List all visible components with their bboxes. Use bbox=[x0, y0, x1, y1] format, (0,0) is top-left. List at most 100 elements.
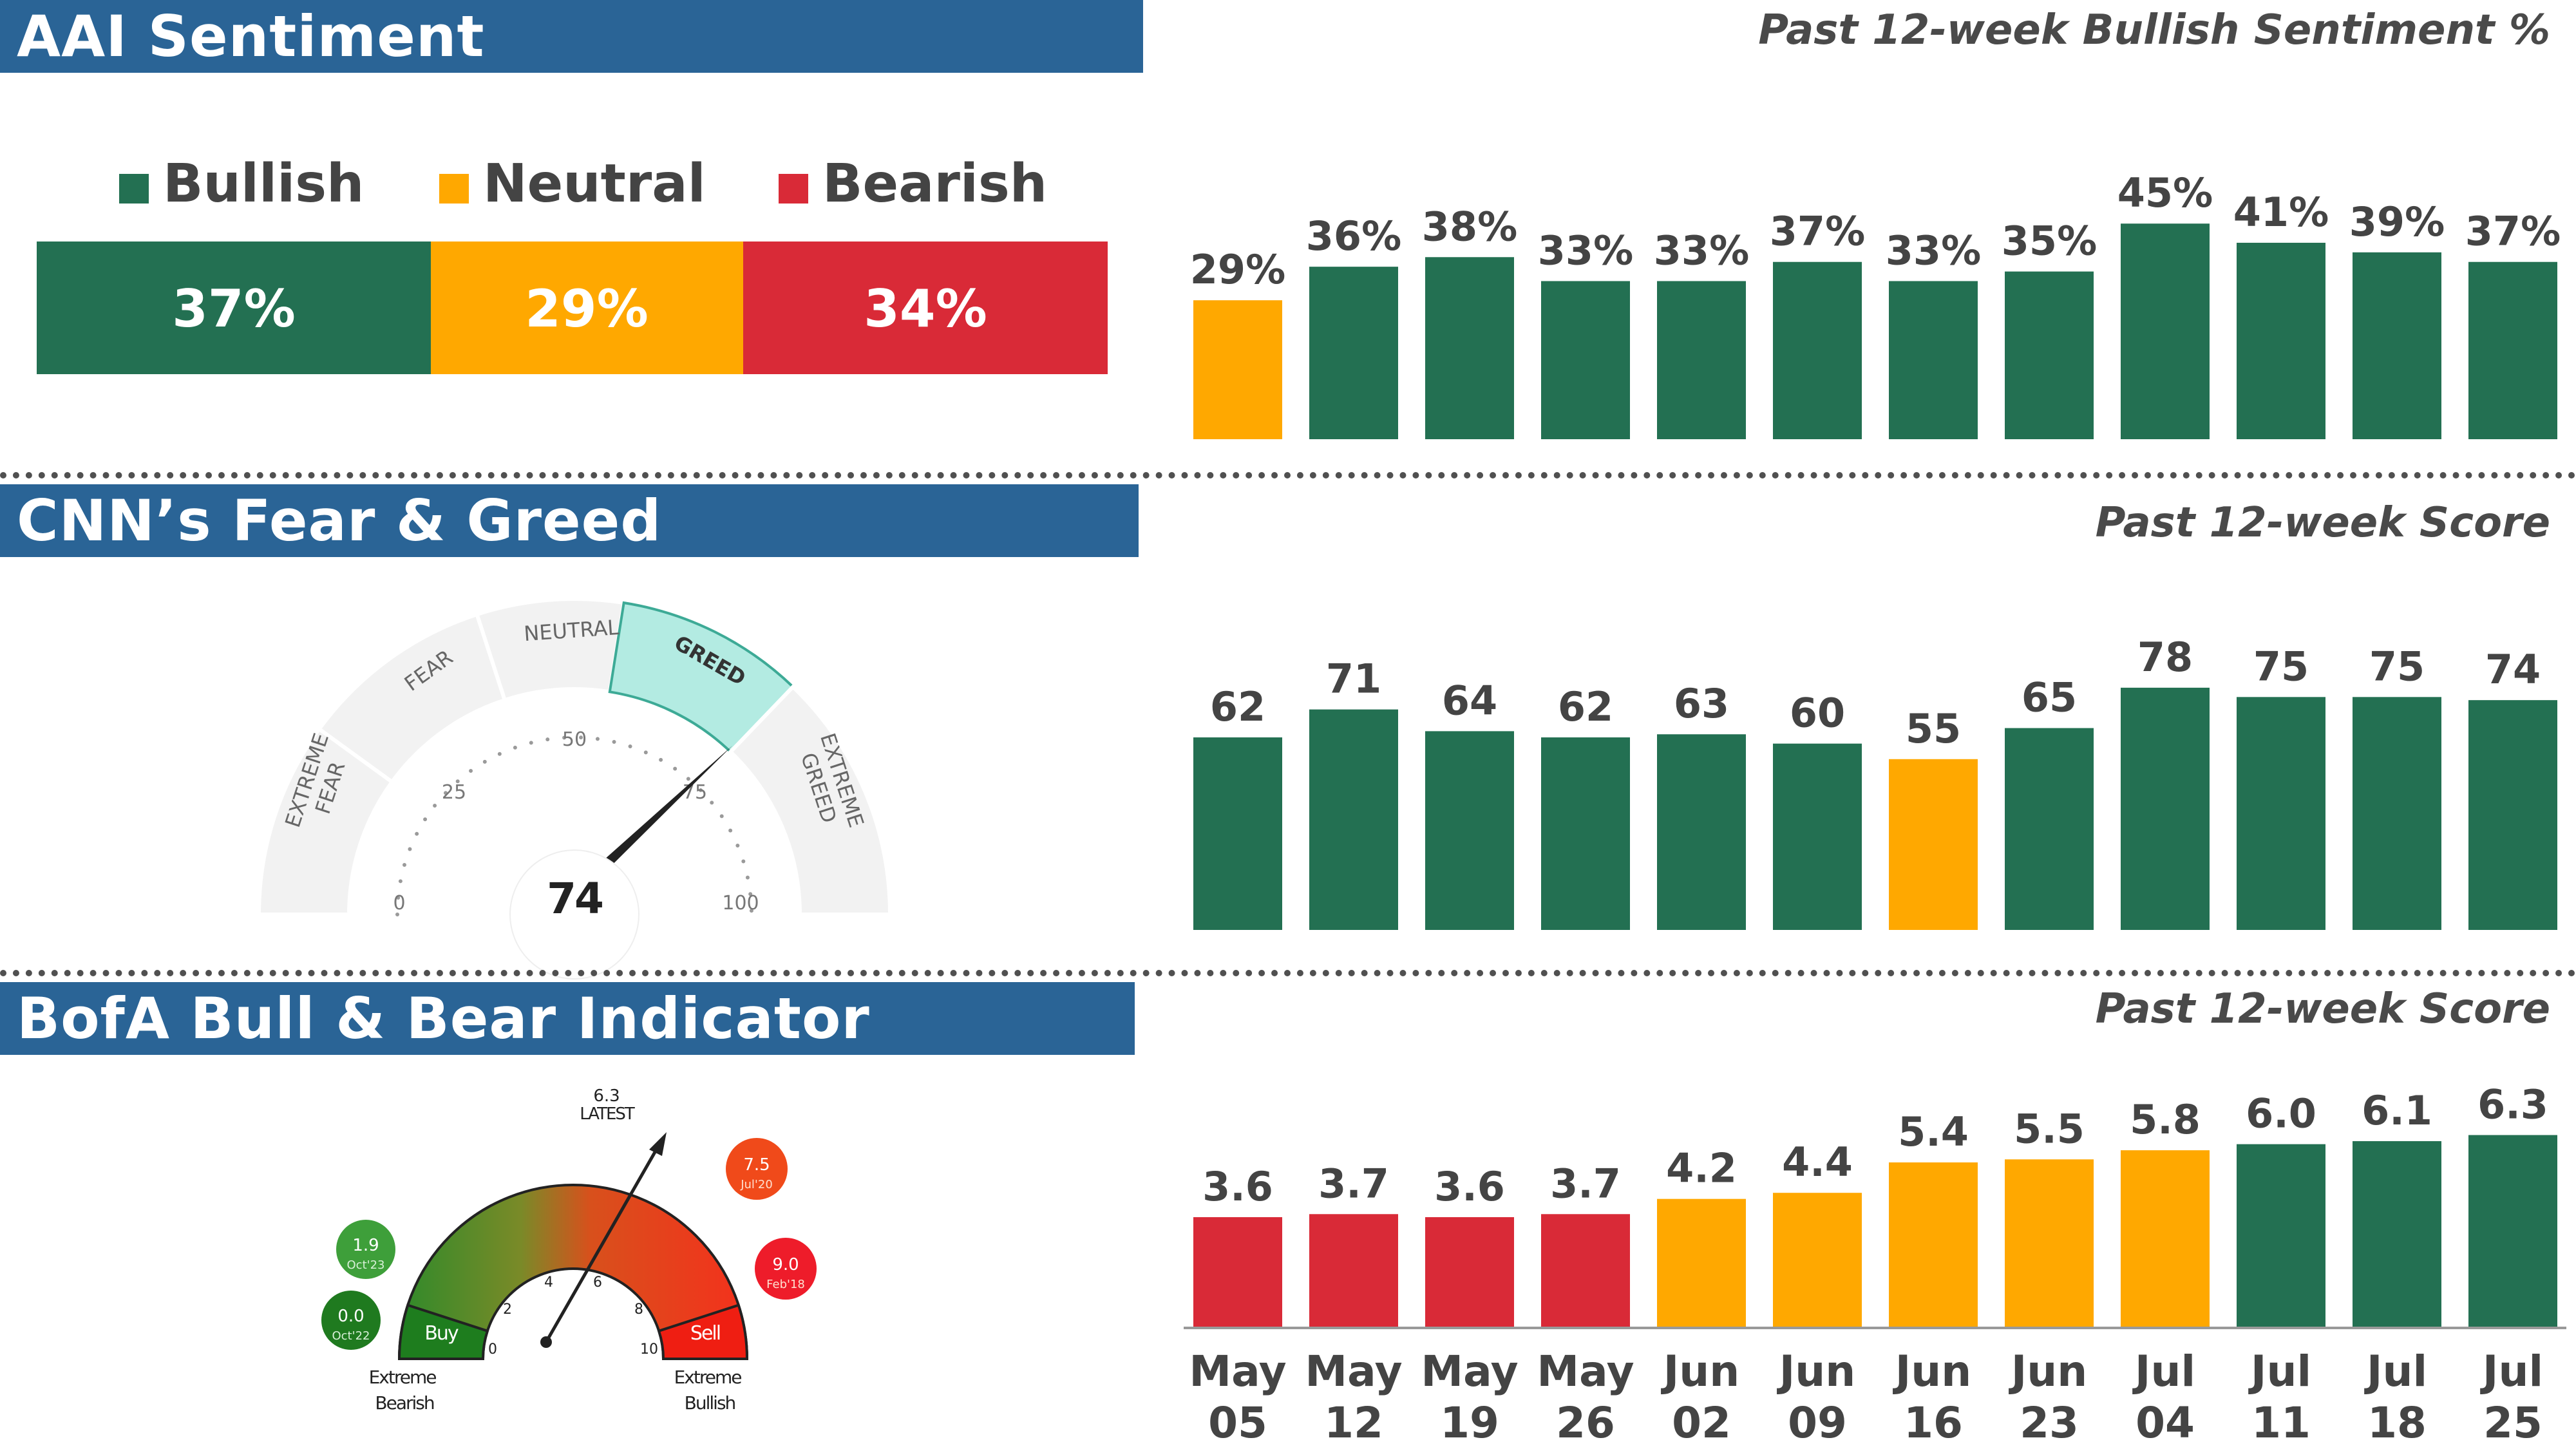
bar-jul-11 bbox=[2237, 242, 2325, 439]
bar-label-jul-18: 6.1 bbox=[2362, 1087, 2432, 1134]
bar-label-jul-11: 75 bbox=[2253, 643, 2309, 690]
bofa-right-label-line-1: Extreme bbox=[674, 1367, 742, 1388]
bar-jul-11 bbox=[2237, 697, 2325, 930]
gauge-score: 74 bbox=[547, 874, 602, 923]
tick-day-6: 16 bbox=[1904, 1398, 1963, 1448]
bar-label-jun-23: 65 bbox=[2022, 674, 2077, 721]
bar-label-may-26: 62 bbox=[1558, 683, 1613, 730]
fear-greed-gauge: EXTREMEFEAR FEAR NEUTRAL GREED EXTREMEGR… bbox=[256, 597, 893, 980]
bar-label-jun-09: 60 bbox=[1790, 690, 1845, 737]
tick-month-7: Jun bbox=[2009, 1347, 2088, 1396]
bofa-sell-label: Sell bbox=[690, 1322, 720, 1345]
bar-jul-25 bbox=[2468, 261, 2557, 439]
bofa-right-label-line-2: Bullish bbox=[685, 1392, 735, 1414]
bar-label-may-05: 29% bbox=[1190, 246, 1285, 293]
tick-month-4: Jun bbox=[1661, 1347, 1740, 1396]
aai-bearish-value: 34% bbox=[864, 279, 987, 339]
bar-may-05 bbox=[1193, 737, 1282, 930]
bar-label-jul-11: 6.0 bbox=[2246, 1090, 2316, 1137]
aai-bearish-segment bbox=[743, 242, 1108, 374]
legend-bearish-label: Bearish bbox=[822, 153, 1047, 214]
tick-day-10: 18 bbox=[2367, 1398, 2427, 1448]
bar-label-jul-04: 45% bbox=[2117, 169, 2213, 216]
gauge-neutral-segment bbox=[474, 597, 627, 703]
bar-jul-04 bbox=[2121, 687, 2210, 930]
tick-month-8: Jul bbox=[2132, 1347, 2195, 1396]
bofa-marker-0-0 bbox=[321, 1291, 381, 1350]
bar-label-jul-18: 75 bbox=[2369, 643, 2425, 690]
tick-day-9: 11 bbox=[2251, 1398, 2311, 1448]
bar-label-jul-25: 74 bbox=[2485, 646, 2541, 693]
bar-may-12 bbox=[1309, 709, 1398, 930]
bofa-marker-7-5-value: 7.5 bbox=[743, 1155, 770, 1175]
bar-jun-23 bbox=[2005, 728, 2094, 930]
bofa-buy-zone bbox=[397, 1303, 489, 1360]
bar-jul-04 bbox=[2121, 1150, 2210, 1327]
tick-day-2: 19 bbox=[1440, 1398, 1499, 1448]
bar-label-jul-25: 37% bbox=[2465, 208, 2561, 255]
legend-neutral-label: Neutral bbox=[483, 153, 706, 214]
tick-month-2: May bbox=[1421, 1347, 1518, 1396]
bar-may-05 bbox=[1193, 300, 1282, 439]
bar-jun-02 bbox=[1657, 281, 1746, 439]
bar-jun-16 bbox=[1889, 1162, 1978, 1327]
bar-may-26 bbox=[1541, 737, 1630, 930]
tick-day-7: 23 bbox=[2020, 1398, 2079, 1448]
bofa-marker-7-5-date: Jul'20 bbox=[740, 1178, 773, 1191]
bofa-marker-9-0-date: Feb'18 bbox=[766, 1278, 805, 1291]
bar-label-may-19: 3.6 bbox=[1434, 1163, 1505, 1210]
bar-may-19 bbox=[1425, 1217, 1514, 1327]
bar-label-jul-25: 6.3 bbox=[2477, 1081, 2548, 1128]
bar-label-may-19: 64 bbox=[1442, 677, 1497, 724]
bofa-subtitle: Past 12-week Score bbox=[2095, 985, 2550, 1033]
tick-month-11: Jul bbox=[2480, 1347, 2543, 1396]
gauge-tick-50: 50 bbox=[562, 728, 587, 751]
bofa-tick-4: 4 bbox=[544, 1274, 553, 1291]
bofa-marker-0-0-date: Oct'22 bbox=[332, 1329, 370, 1343]
bar-label-may-05: 3.6 bbox=[1202, 1163, 1273, 1210]
bofa-marker-1-9-value: 1.9 bbox=[352, 1236, 379, 1255]
aai-bullish-segment bbox=[37, 242, 431, 374]
bar-label-jun-09: 37% bbox=[1770, 208, 1865, 255]
tick-month-0: May bbox=[1189, 1347, 1286, 1396]
tick-day-1: 12 bbox=[1324, 1398, 1383, 1448]
bar-jul-04 bbox=[2121, 223, 2210, 439]
bofa-marker-9-0-value: 9.0 bbox=[772, 1255, 799, 1274]
bar-label-jun-23: 5.5 bbox=[2014, 1105, 2085, 1152]
bar-jul-11 bbox=[2237, 1144, 2325, 1327]
bar-jul-18 bbox=[2353, 1141, 2441, 1327]
tick-day-3: 26 bbox=[1556, 1398, 1615, 1448]
bar-label-jun-16: 55 bbox=[1906, 705, 1961, 752]
bar-jun-23 bbox=[2005, 1159, 2094, 1327]
bar-label-jul-18: 39% bbox=[2349, 198, 2445, 245]
bofa-tick-2: 2 bbox=[503, 1302, 512, 1318]
bar-may-26 bbox=[1541, 281, 1630, 439]
bar-label-jul-04: 78 bbox=[2137, 634, 2193, 681]
tick-month-1: May bbox=[1305, 1347, 1402, 1396]
bofa-latest-value: 6.3 bbox=[593, 1086, 620, 1106]
legend-bearish-swatch bbox=[779, 174, 808, 204]
bar-jun-23 bbox=[2005, 271, 2094, 439]
bofa-latest-label: LATEST bbox=[580, 1104, 635, 1124]
legend-bullish-swatch bbox=[119, 174, 149, 204]
aai-title: AAI Sentiment bbox=[0, 0, 1143, 73]
aai-subtitle: Past 12-week Bullish Sentiment % bbox=[1758, 6, 2550, 54]
bar-jun-16 bbox=[1889, 759, 1978, 930]
bofa-tick-6: 6 bbox=[593, 1274, 602, 1291]
bofa-marker-1-9-date: Oct'23 bbox=[347, 1258, 385, 1272]
bofa-buy-label: Buy bbox=[424, 1322, 459, 1345]
aai-current-panel: Bullish Neutral Bearish 37% 29% 34% bbox=[37, 153, 1108, 374]
bofa-left-label-line-2: Bearish bbox=[375, 1392, 433, 1414]
legend-neutral-swatch bbox=[439, 174, 469, 204]
tick-month-6: Jun bbox=[1893, 1347, 1972, 1396]
bar-label-jul-04: 5.8 bbox=[2130, 1096, 2201, 1143]
bar-jul-25 bbox=[2468, 1135, 2557, 1327]
aai-neutral-value: 29% bbox=[525, 279, 648, 339]
aai-neutral-segment bbox=[431, 242, 743, 374]
bofa-marker-1-9 bbox=[336, 1220, 395, 1279]
tick-day-0: 05 bbox=[1208, 1398, 1267, 1448]
tick-month-3: May bbox=[1537, 1347, 1634, 1396]
bofa-tick-0: 0 bbox=[488, 1341, 497, 1358]
gauge-extreme-greed-segment bbox=[728, 684, 893, 916]
tick-month-5: Jun bbox=[1777, 1347, 1856, 1396]
